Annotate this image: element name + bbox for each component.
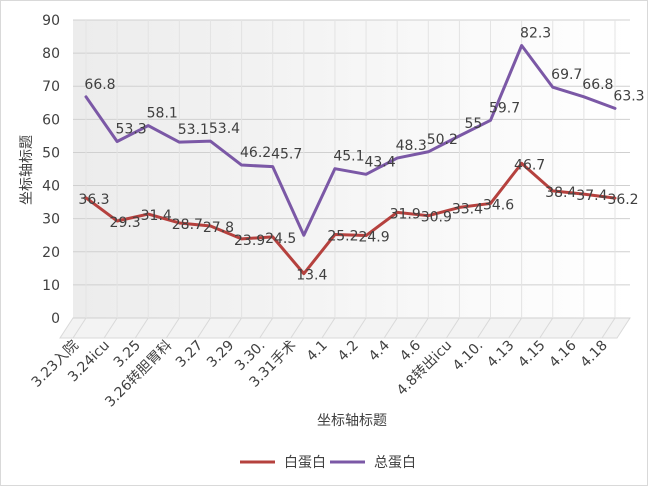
legend-label-total-protein: 总蛋白	[374, 455, 416, 471]
floor-gridline	[414, 317, 429, 339]
data-label: 33.4	[452, 201, 483, 217]
floor	[59, 317, 631, 339]
data-label: 38.4	[545, 185, 576, 201]
data-label: 37.4	[576, 188, 607, 204]
floor-gridline	[601, 317, 616, 339]
data-label: 25.2	[327, 229, 358, 245]
series-line-total-protein	[84, 43, 617, 237]
data-label: 45.7	[271, 147, 302, 163]
floor-gridline	[570, 317, 585, 339]
x-tick-label: 3.27	[173, 338, 206, 371]
data-label: 36.3	[78, 192, 109, 208]
data-label: 50.2	[427, 132, 458, 148]
x-tick-label: 4.16	[546, 337, 579, 370]
floor-gridline	[445, 317, 460, 339]
x-tick-label: 4.10.	[450, 338, 487, 375]
data-label: 28.7	[172, 217, 203, 233]
floor-gridline	[134, 317, 149, 339]
x-axis-ticks: 3.23入院3.24icu3.253.26转胆胃科3.273.293.30.3.…	[29, 337, 611, 410]
floor-gridline	[352, 317, 367, 339]
data-label: 66.8	[582, 77, 613, 93]
floor-gridline	[477, 317, 491, 339]
data-label: 31.9	[390, 206, 421, 222]
data-label: 30.9	[421, 210, 452, 226]
y-tick-label: 30	[42, 212, 60, 228]
floor-gridline	[165, 317, 180, 339]
data-label: 63.3	[613, 88, 644, 104]
back-wall	[73, 20, 630, 318]
x-tick-label: 4.13	[484, 338, 517, 371]
x-axis-title: 坐标轴标题	[317, 413, 387, 429]
floor-gridline	[197, 317, 211, 339]
y-tick-label: 70	[42, 79, 60, 95]
y-tick-label: 90	[42, 13, 60, 29]
data-label: 69.7	[551, 67, 582, 83]
x-tick-label: 4.1	[304, 338, 331, 365]
legend-label-albumin: 白蛋白	[284, 455, 326, 471]
x-tick-label: 4.15	[515, 338, 548, 371]
floor-gridline	[103, 317, 118, 339]
data-label: 58.1	[147, 106, 178, 122]
data-label: 82.3	[520, 25, 551, 41]
y-tick-label: 0	[51, 311, 60, 327]
x-tick-label: 4.2	[335, 338, 362, 365]
floor-gridline	[228, 317, 243, 339]
y-tick-label: 40	[42, 179, 60, 195]
gridlines	[72, 19, 630, 339]
floor-gridline	[383, 317, 398, 339]
y-tick-label: 10	[42, 278, 60, 294]
data-label: 66.8	[84, 77, 115, 93]
data-label: 34.6	[483, 197, 514, 213]
data-label: 36.2	[607, 192, 638, 208]
data-label: 53.1	[178, 122, 209, 138]
y-tick-label: 20	[42, 245, 60, 261]
data-label: 13.4	[296, 268, 327, 284]
floor-gridline	[321, 317, 336, 339]
data-labels: 36.329.3 31.428.7 27.823.9 24.5 13.4 25.2 24.9…	[78, 25, 644, 283]
floor-gridline	[290, 317, 305, 339]
series-lines	[84, 43, 617, 276]
data-label: 53.3	[116, 122, 147, 138]
data-label: 45.1	[333, 149, 364, 165]
y-tick-label: 50	[42, 145, 60, 161]
y-axis-ticks: 0 10 20 30 40 50 60 70 80 90	[42, 13, 60, 327]
floor-gridline	[259, 317, 274, 339]
data-label: 53.4	[209, 121, 240, 137]
data-label: 24.5	[265, 231, 296, 247]
floor-gridline	[508, 317, 523, 339]
floor-gridline	[72, 317, 87, 339]
data-label: 31.4	[141, 208, 172, 224]
data-label: 46.2	[240, 145, 271, 161]
x-tick-label: 4.18	[577, 338, 610, 371]
x-tick-label: 4.4	[366, 337, 393, 364]
data-label: 43.4	[364, 154, 395, 170]
y-axis-title: 坐标轴标题	[19, 135, 35, 205]
data-label: 55	[464, 116, 482, 132]
data-label: 46.7	[514, 157, 545, 173]
data-label: 48.3	[396, 138, 427, 154]
data-label: 59.7	[489, 100, 520, 116]
data-label: 29.3	[110, 215, 141, 231]
plot-area-wall	[59, 20, 631, 339]
floor-gridline	[539, 317, 554, 339]
y-tick-label: 60	[42, 112, 60, 128]
legend: 白蛋白 总蛋白	[240, 455, 416, 471]
x-tick-label: 3.29	[204, 338, 237, 371]
data-label: 23.9	[234, 233, 265, 249]
y-tick-label: 80	[42, 46, 60, 62]
data-label: 24.9	[358, 230, 389, 246]
series-line-albumin	[84, 161, 617, 276]
data-label: 27.8	[203, 220, 234, 236]
